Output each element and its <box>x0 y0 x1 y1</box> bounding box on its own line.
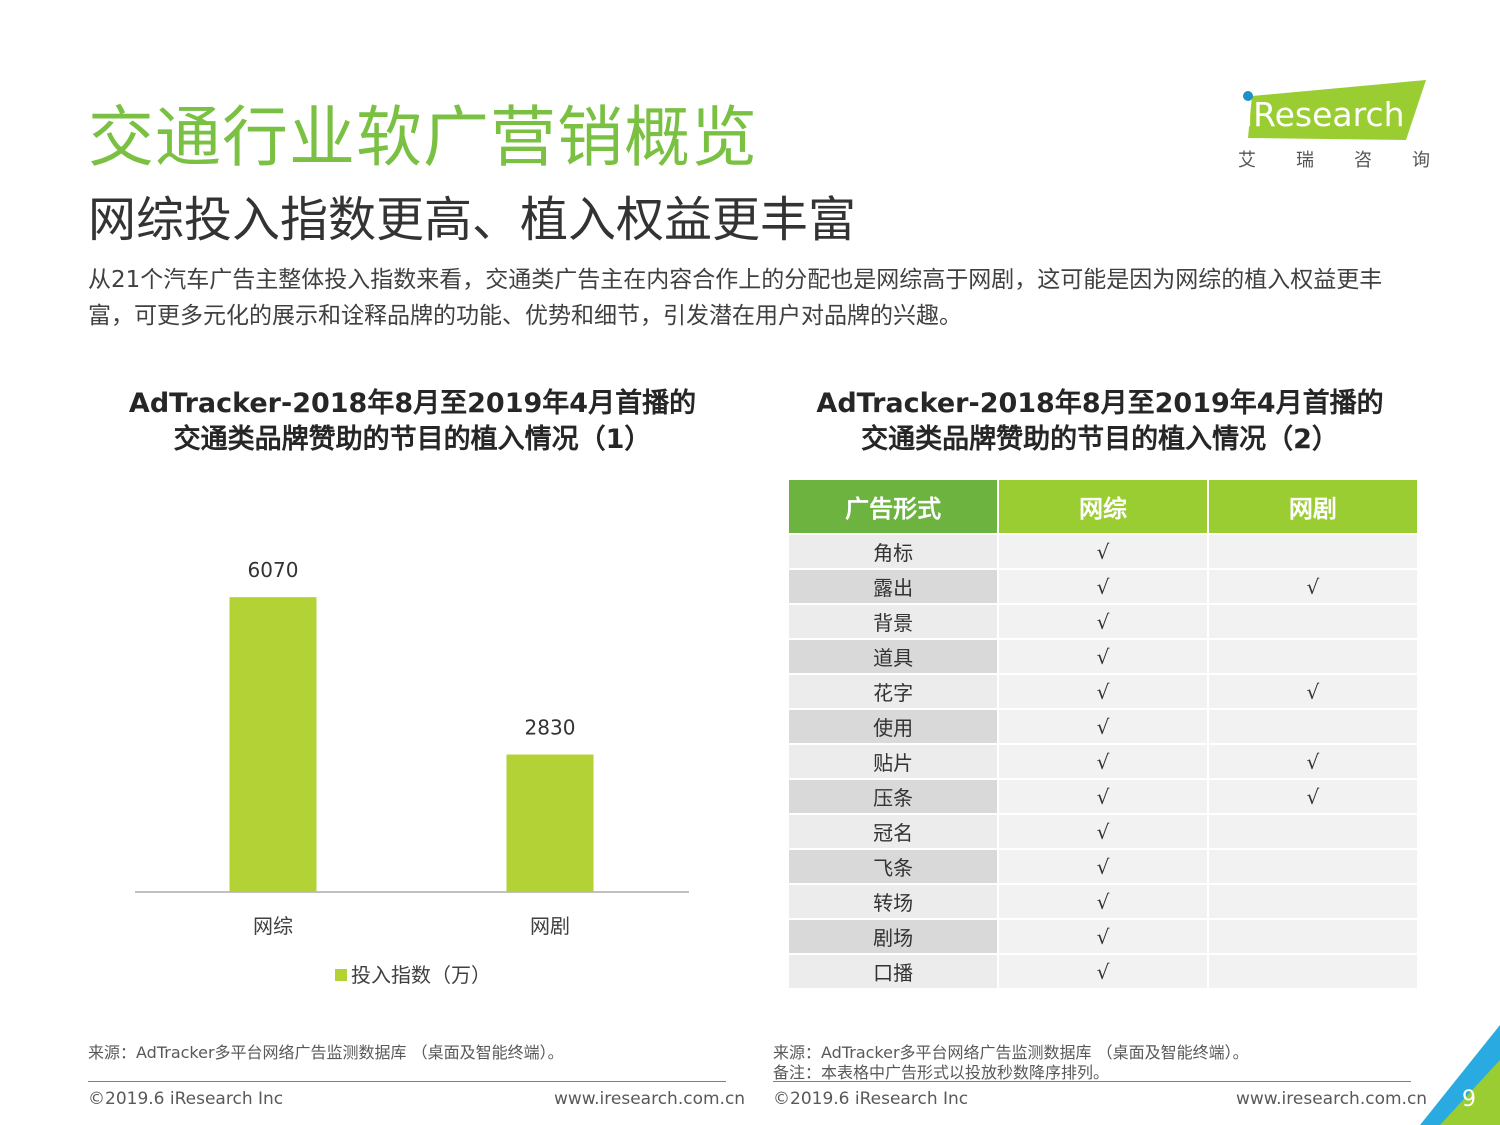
ad-format-cell: 贴片 <box>789 743 999 779</box>
table-header-cell: 广告形式 <box>789 480 999 534</box>
table-row: 口播 √ <box>789 953 1417 988</box>
check-cell: √ <box>997 883 1208 919</box>
page-subtitle: 网综投入指数更高、植入权益更丰富 <box>88 192 857 248</box>
ad-format-cell: 转场 <box>789 883 999 919</box>
table-title: AdTracker-2018年8月至2019年4月首播的 交通类品牌赞助的节目的… <box>790 386 1410 458</box>
check-cell: √ <box>1206 778 1417 814</box>
check-cell <box>1206 603 1417 639</box>
logo-wordmark: iResearch <box>1244 95 1405 134</box>
iresearch-logo: iResearch <box>1243 80 1426 140</box>
remark-note: 备注：本表格中广告形式以投放秒数降序排列。 <box>773 1063 1110 1082</box>
data-label: 2830 <box>525 716 576 740</box>
legend-label: 投入指数（万） <box>351 963 491 987</box>
check-cell <box>1206 848 1417 884</box>
check-cell: √ <box>1206 568 1417 604</box>
check-cell: √ <box>997 673 1208 709</box>
copyright-right: ©2019.6 iResearch Inc <box>773 1089 969 1109</box>
table-row: 露出 √ √ <box>789 568 1417 604</box>
check-cell: √ <box>997 603 1208 639</box>
check-cell <box>1206 953 1417 988</box>
check-cell: √ <box>997 813 1208 849</box>
ad-format-cell: 飞条 <box>789 848 999 884</box>
table-row: 背景 √ <box>789 603 1417 639</box>
logo-subtitle: 艾瑞咨询 <box>1238 146 1430 172</box>
logo-subtitle-char: 艾 <box>1238 150 1256 171</box>
website-link-left[interactable]: www.iresearch.com.cn <box>554 1089 746 1109</box>
table-header-cell: 网综 <box>997 480 1208 534</box>
ad-format-cell: 剧场 <box>789 918 999 954</box>
ad-format-cell: 使用 <box>789 708 999 744</box>
table-row: 转场 √ <box>789 883 1417 919</box>
check-cell <box>1206 533 1417 569</box>
placement-table: 广告形式 网综 网剧 角标 √ 露出 √ √ 背景 √ 道具 √ 花字 √ √ 使用 √ 贴片 √ √ 压条 √ √ 冠名 √… <box>789 480 1417 988</box>
legend-swatch <box>335 969 347 981</box>
data-label: 6070 <box>248 558 299 582</box>
logo-subtitle-char: 瑞 <box>1296 150 1314 171</box>
corner-triangle-green <box>1440 1060 1500 1125</box>
source-note-left: 来源：AdTracker多平台网络广告监测数据库 （桌面及智能终端）。 <box>88 1043 564 1062</box>
logo-subtitle-char: 询 <box>1412 150 1430 171</box>
footer-divider-right <box>773 1081 1411 1082</box>
table-title-line2: 交通类品牌赞助的节目的植入情况（2） <box>861 424 1339 455</box>
copyright-left: ©2019.6 iResearch Inc <box>88 1089 284 1109</box>
chart-title: AdTracker-2018年8月至2019年4月首播的 交通类品牌赞助的节目的… <box>100 386 725 458</box>
ad-format-cell: 道具 <box>789 638 999 674</box>
ad-format-cell: 露出 <box>789 568 999 604</box>
page-number: 9 <box>1462 1087 1476 1112</box>
check-cell: √ <box>997 568 1208 604</box>
ad-format-cell: 花字 <box>789 673 999 709</box>
table-row: 角标 √ <box>789 533 1417 569</box>
check-cell <box>1206 883 1417 919</box>
corner-decoration <box>1420 1025 1500 1125</box>
ad-format-cell: 压条 <box>789 778 999 814</box>
check-cell <box>1206 918 1417 954</box>
check-cell: √ <box>997 638 1208 674</box>
check-cell: √ <box>1206 743 1417 779</box>
table-header-cell: 网剧 <box>1206 480 1417 534</box>
check-cell: √ <box>997 533 1208 569</box>
table-row: 花字 √ √ <box>789 673 1417 709</box>
ad-format-cell: 口播 <box>789 953 999 988</box>
check-cell <box>1206 813 1417 849</box>
check-cell: √ <box>997 708 1208 744</box>
table-row: 冠名 √ <box>789 813 1417 849</box>
page-title: 交通行业软广营销概览 <box>88 99 758 176</box>
table-row: 贴片 √ √ <box>789 743 1417 779</box>
check-cell: √ <box>997 778 1208 814</box>
table-row: 压条 √ √ <box>789 778 1417 814</box>
ad-format-cell: 背景 <box>789 603 999 639</box>
source-note-right: 来源：AdTracker多平台网络广告监测数据库 （桌面及智能终端）。 <box>773 1043 1249 1062</box>
check-cell: √ <box>997 743 1208 779</box>
check-cell: √ <box>997 918 1208 954</box>
table-header-row: 广告形式 网综 网剧 <box>789 480 1417 534</box>
check-cell: √ <box>1206 673 1417 709</box>
bar <box>229 597 317 892</box>
website-link-right[interactable]: www.iresearch.com.cn <box>1236 1089 1428 1109</box>
chart-title-line2: 交通类品牌赞助的节目的植入情况（1） <box>173 424 652 455</box>
logo-banner <box>1248 80 1426 140</box>
logo-subtitle-char: 咨 <box>1354 150 1372 171</box>
ad-format-cell: 冠名 <box>789 813 999 849</box>
x-tick-label: 网剧 <box>530 914 570 938</box>
table-row: 使用 √ <box>789 708 1417 744</box>
table-title-line1: AdTracker-2018年8月至2019年4月首播的 <box>816 388 1384 419</box>
table-row: 道具 √ <box>789 638 1417 674</box>
table-row: 飞条 √ <box>789 848 1417 884</box>
footer-divider-left <box>88 1081 726 1082</box>
ad-format-cell: 角标 <box>789 533 999 569</box>
x-tick-label: 网综 <box>253 914 293 938</box>
table-row: 剧场 √ <box>789 918 1417 954</box>
check-cell: √ <box>997 953 1208 988</box>
intro-paragraph: 从21个汽车广告主整体投入指数来看，交通类广告主在内容合作上的分配也是网综高于网… <box>88 267 1383 329</box>
check-cell <box>1206 638 1417 674</box>
check-cell <box>1206 708 1417 744</box>
logo-dot <box>1243 91 1253 101</box>
check-cell: √ <box>997 848 1208 884</box>
bar <box>506 754 594 892</box>
chart-title-line1: AdTracker-2018年8月至2019年4月首播的 <box>128 388 697 419</box>
